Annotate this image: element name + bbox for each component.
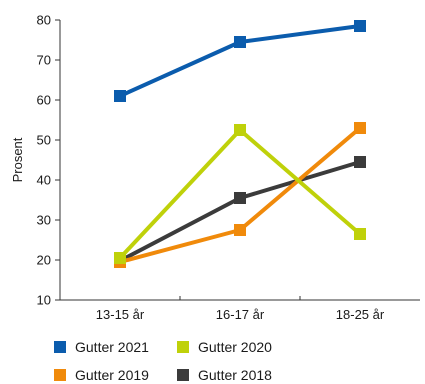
y-tick-label: 40 [37,173,51,188]
legend: Gutter 2021 Gutter 2020 Gutter 2019 Gutter … [54,338,354,384]
y-tick-label: 70 [37,53,51,68]
data-point [354,20,366,32]
legend-label: Gutter 2019 [75,367,149,383]
legend-label: Gutter 2018 [198,367,272,383]
y-tick-label: 20 [37,253,51,268]
legend-item: Gutter 2020 [177,338,337,356]
y-tick-label: 80 [37,13,51,28]
legend-swatch [54,341,66,353]
data-point [234,224,246,236]
x-tick-label: 16-17 år [216,307,265,322]
legend-item: Gutter 2019 [54,366,177,384]
x-tick-label: 13-15 år [96,307,145,322]
data-point [114,252,126,264]
y-tick-label: 10 [37,293,51,308]
data-point [354,122,366,134]
legend-item: Gutter 2018 [177,366,337,384]
series-line [118,160,362,263]
line-chart: Prosent 10 20 30 40 50 60 70 80 13-15 år 16-17 år… [10,13,420,322]
axes: 10 20 30 40 50 60 70 80 13-15 år 16-17 år 18-25 år [37,13,420,322]
legend-swatch [54,369,66,381]
data-point [114,90,126,102]
data-point [234,192,246,204]
legend-swatch [177,369,189,381]
series-markers [114,20,366,268]
legend-label: Gutter 2021 [75,339,149,355]
y-tick-label: 50 [37,133,51,148]
data-point [234,124,246,136]
legend-label: Gutter 2020 [198,339,272,355]
data-point [354,228,366,240]
data-point [354,156,366,168]
y-axis-title: Prosent [10,137,25,182]
legend-item: Gutter 2021 [54,338,177,356]
y-tick-label: 30 [37,213,51,228]
data-point [234,36,246,48]
legend-swatch [177,341,189,353]
x-tick-label: 18-25 år [336,307,385,322]
y-tick-label: 60 [37,93,51,108]
